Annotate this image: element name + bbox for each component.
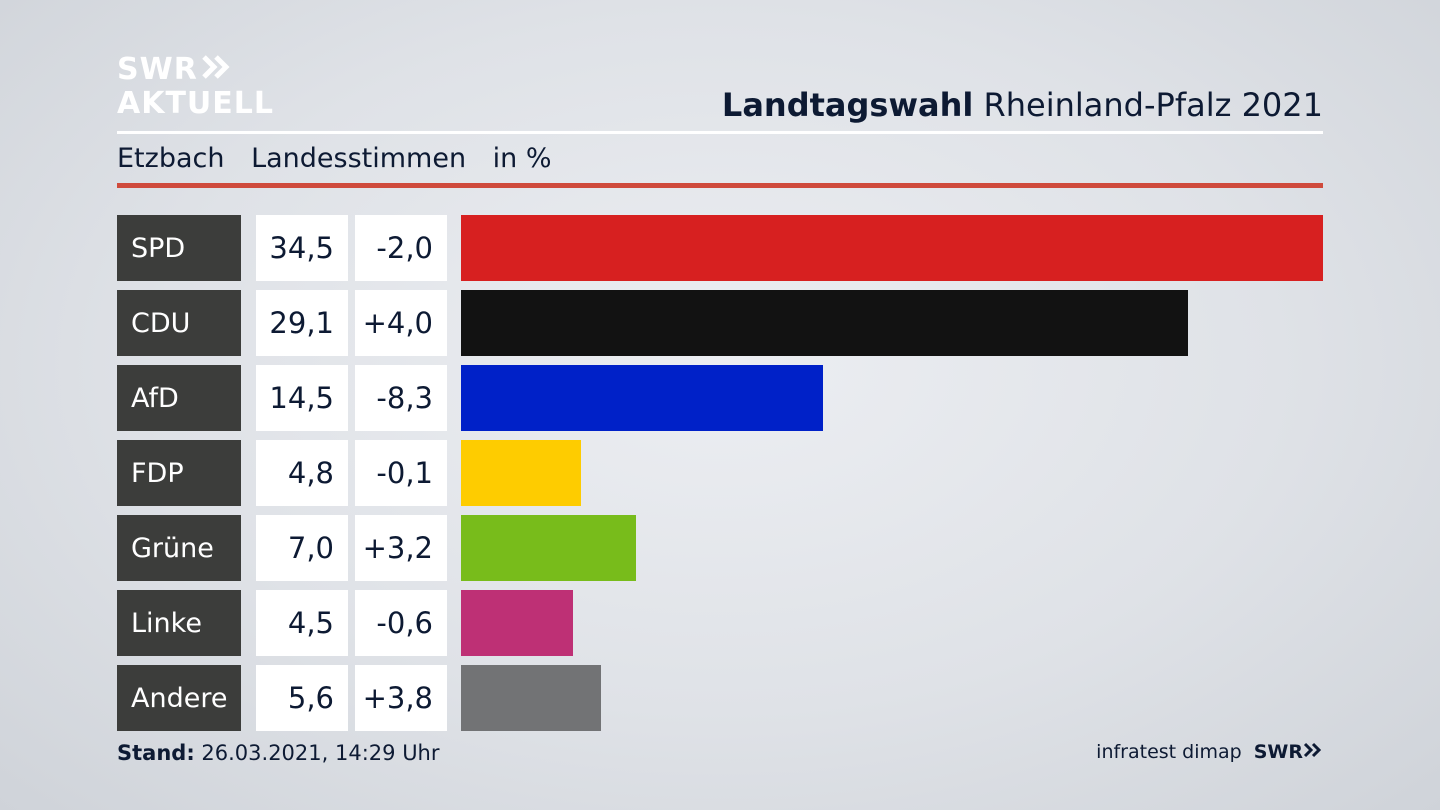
party-label: SPD <box>117 215 241 281</box>
title-bold: Landtagswahl <box>721 86 974 124</box>
swr-brand-small: SWR <box>1254 741 1323 763</box>
source-credit: infratest dimap SWR <box>1096 741 1323 763</box>
vote-share-value: 5,6 <box>256 665 348 731</box>
result-bar <box>461 440 581 506</box>
double-chevron-icon <box>202 55 232 85</box>
result-bar <box>461 215 1323 281</box>
result-bar <box>461 665 601 731</box>
swr-brand-text: SWR <box>1253 741 1303 763</box>
logo-swr-text: SWR <box>117 52 198 87</box>
result-bar <box>461 590 573 656</box>
party-label: Andere <box>117 665 241 731</box>
party-label: Linke <box>117 590 241 656</box>
party-label: AfD <box>117 365 241 431</box>
title-rest: Rheinland-Pfalz 2021 <box>983 86 1323 124</box>
unit-label: in % <box>492 143 552 174</box>
location-label: Etzbach <box>117 143 225 174</box>
stand-value: 26.03.2021, 14:29 Uhr <box>201 741 440 765</box>
source-label: infratest dimap <box>1096 741 1242 763</box>
result-row: AfD 14,5 -8,3 <box>117 365 1323 431</box>
vote-share-value: 34,5 <box>256 215 348 281</box>
party-label: CDU <box>117 290 241 356</box>
vote-share-value: 7,0 <box>256 515 348 581</box>
change-value: -8,3 <box>355 365 447 431</box>
result-bar <box>461 515 636 581</box>
vote-share-value: 4,5 <box>256 590 348 656</box>
vote-share-value: 29,1 <box>256 290 348 356</box>
logo-aktuell-text: AKTUELL <box>117 86 275 121</box>
result-row: Grüne 7,0 +3,2 <box>117 515 1323 581</box>
change-value: +3,8 <box>355 665 447 731</box>
change-value: +4,0 <box>355 290 447 356</box>
result-bar <box>461 290 1188 356</box>
party-label: FDP <box>117 440 241 506</box>
swr-aktuell-logo: SWR AKTUELL <box>117 55 274 119</box>
result-row: SPD 34,5 -2,0 <box>117 215 1323 281</box>
chart-subtitle: Etzbach Landesstimmen in % <box>117 143 570 174</box>
stand-label: Stand: <box>117 741 195 765</box>
timestamp: Stand: 26.03.2021, 14:29 Uhr <box>117 741 440 765</box>
result-row: Andere 5,6 +3,8 <box>117 665 1323 731</box>
change-value: -2,0 <box>355 215 447 281</box>
chart-title: Landtagswahl Rheinland-Pfalz 2021 <box>722 86 1323 124</box>
change-value: +3,2 <box>355 515 447 581</box>
vote-share-value: 4,8 <box>256 440 348 506</box>
double-chevron-small-icon <box>1303 742 1322 758</box>
result-bar <box>461 365 823 431</box>
result-row: FDP 4,8 -0,1 <box>117 440 1323 506</box>
title-divider <box>117 131 1323 134</box>
subtitle-divider <box>117 183 1323 188</box>
change-value: -0,1 <box>355 440 447 506</box>
party-label: Grüne <box>117 515 241 581</box>
result-row: Linke 4,5 -0,6 <box>117 590 1323 656</box>
result-row: CDU 29,1 +4,0 <box>117 290 1323 356</box>
measure-label: Landesstimmen <box>251 143 467 174</box>
vote-share-value: 14,5 <box>256 365 348 431</box>
change-value: -0,6 <box>355 590 447 656</box>
